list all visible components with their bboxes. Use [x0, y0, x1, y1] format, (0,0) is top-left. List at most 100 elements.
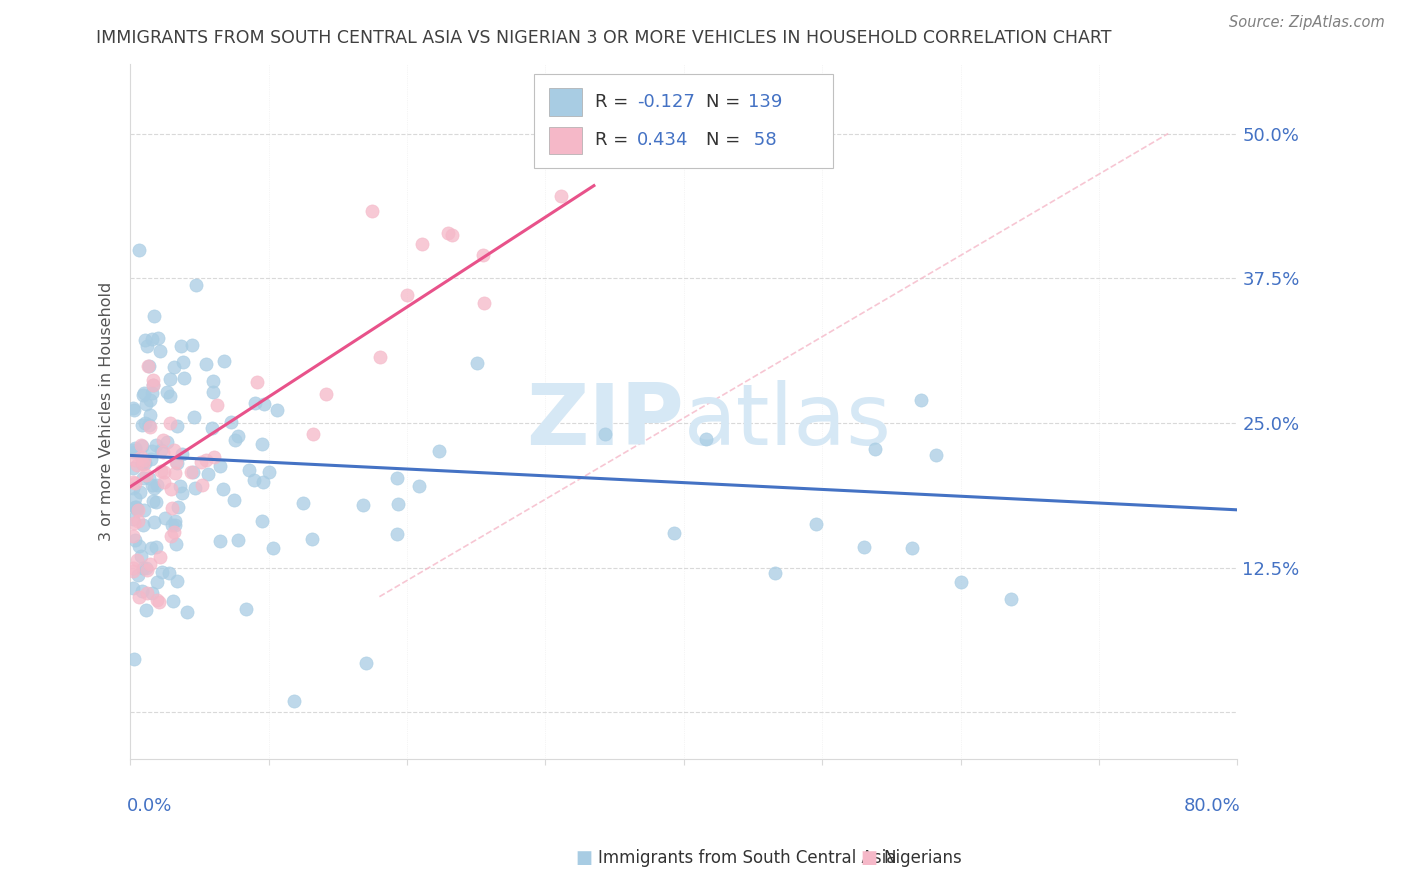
Text: ■: ■ [860, 849, 877, 867]
Point [387, 497, 409, 511]
Point [169, 479, 191, 493]
Point [141, 585, 163, 599]
Point [125, 553, 148, 567]
Point [368, 350, 391, 364]
Point [122, 401, 145, 415]
Point [159, 371, 181, 385]
Point [132, 518, 155, 533]
Point [226, 429, 249, 443]
Point [441, 227, 464, 242]
Point [153, 475, 176, 489]
Point [865, 442, 887, 456]
Point [222, 492, 245, 507]
Point [152, 433, 174, 447]
FancyBboxPatch shape [534, 74, 834, 169]
Point [472, 248, 495, 262]
Point [162, 594, 184, 608]
Point [145, 495, 167, 509]
Point [122, 444, 145, 458]
Point [141, 444, 163, 458]
Point [134, 416, 156, 430]
Point [132, 452, 155, 467]
Point [122, 481, 145, 495]
Point [135, 563, 157, 577]
Text: R =: R = [595, 131, 634, 150]
Point [146, 478, 169, 492]
Point [208, 458, 231, 473]
Point [166, 574, 188, 589]
Point [160, 518, 183, 533]
Point [159, 389, 181, 403]
Text: R =: R = [595, 94, 634, 112]
Text: Nigerians: Nigerians [883, 849, 962, 867]
Point [219, 415, 242, 429]
Point [191, 478, 214, 492]
Point [142, 373, 165, 387]
Point [134, 456, 156, 470]
Point [135, 339, 157, 353]
Text: -0.127: -0.127 [637, 94, 695, 112]
Point [153, 511, 176, 525]
Point [925, 448, 948, 462]
Point [150, 442, 173, 457]
Point [132, 388, 155, 402]
Point [163, 359, 186, 374]
Point [163, 514, 186, 528]
Point [385, 471, 408, 485]
Point [124, 500, 146, 515]
Point [1000, 591, 1022, 606]
Point [165, 455, 187, 469]
Point [149, 344, 172, 359]
Point [127, 514, 149, 528]
Point [163, 524, 186, 539]
Point [135, 467, 157, 482]
Point [160, 529, 183, 543]
Point [150, 566, 173, 580]
Point [166, 419, 188, 434]
Point [122, 442, 145, 457]
Point [136, 359, 159, 373]
Point [142, 378, 165, 392]
Point [166, 456, 188, 470]
Point [131, 584, 153, 599]
Point [128, 539, 150, 553]
Point [235, 602, 257, 616]
Point [127, 502, 149, 516]
Text: 58: 58 [748, 131, 776, 150]
Point [152, 445, 174, 459]
Point [184, 277, 207, 292]
Point [138, 557, 160, 571]
Point [173, 371, 195, 385]
Point [142, 494, 165, 508]
Point [128, 243, 150, 257]
Point [135, 603, 157, 617]
Point [157, 566, 180, 581]
Point [184, 481, 207, 495]
Point [146, 331, 169, 345]
Point [129, 549, 152, 563]
Point [134, 333, 156, 347]
Point [122, 581, 145, 595]
Point [138, 470, 160, 484]
Point [246, 376, 269, 390]
Point [910, 392, 932, 407]
Point [149, 549, 172, 564]
Point [138, 409, 160, 423]
Point [122, 529, 145, 543]
Point [949, 574, 972, 589]
Point [139, 420, 162, 434]
Point [301, 533, 323, 547]
Point [124, 516, 146, 530]
Point [202, 374, 225, 388]
Point [122, 475, 145, 489]
Point [228, 533, 250, 547]
Point [131, 439, 153, 453]
Point [283, 694, 305, 708]
Point [176, 605, 198, 619]
Point [253, 396, 276, 410]
Point [122, 512, 145, 526]
Text: 80.0%: 80.0% [1184, 797, 1240, 815]
Point [165, 537, 187, 551]
Point [163, 518, 186, 533]
Point [129, 450, 152, 464]
